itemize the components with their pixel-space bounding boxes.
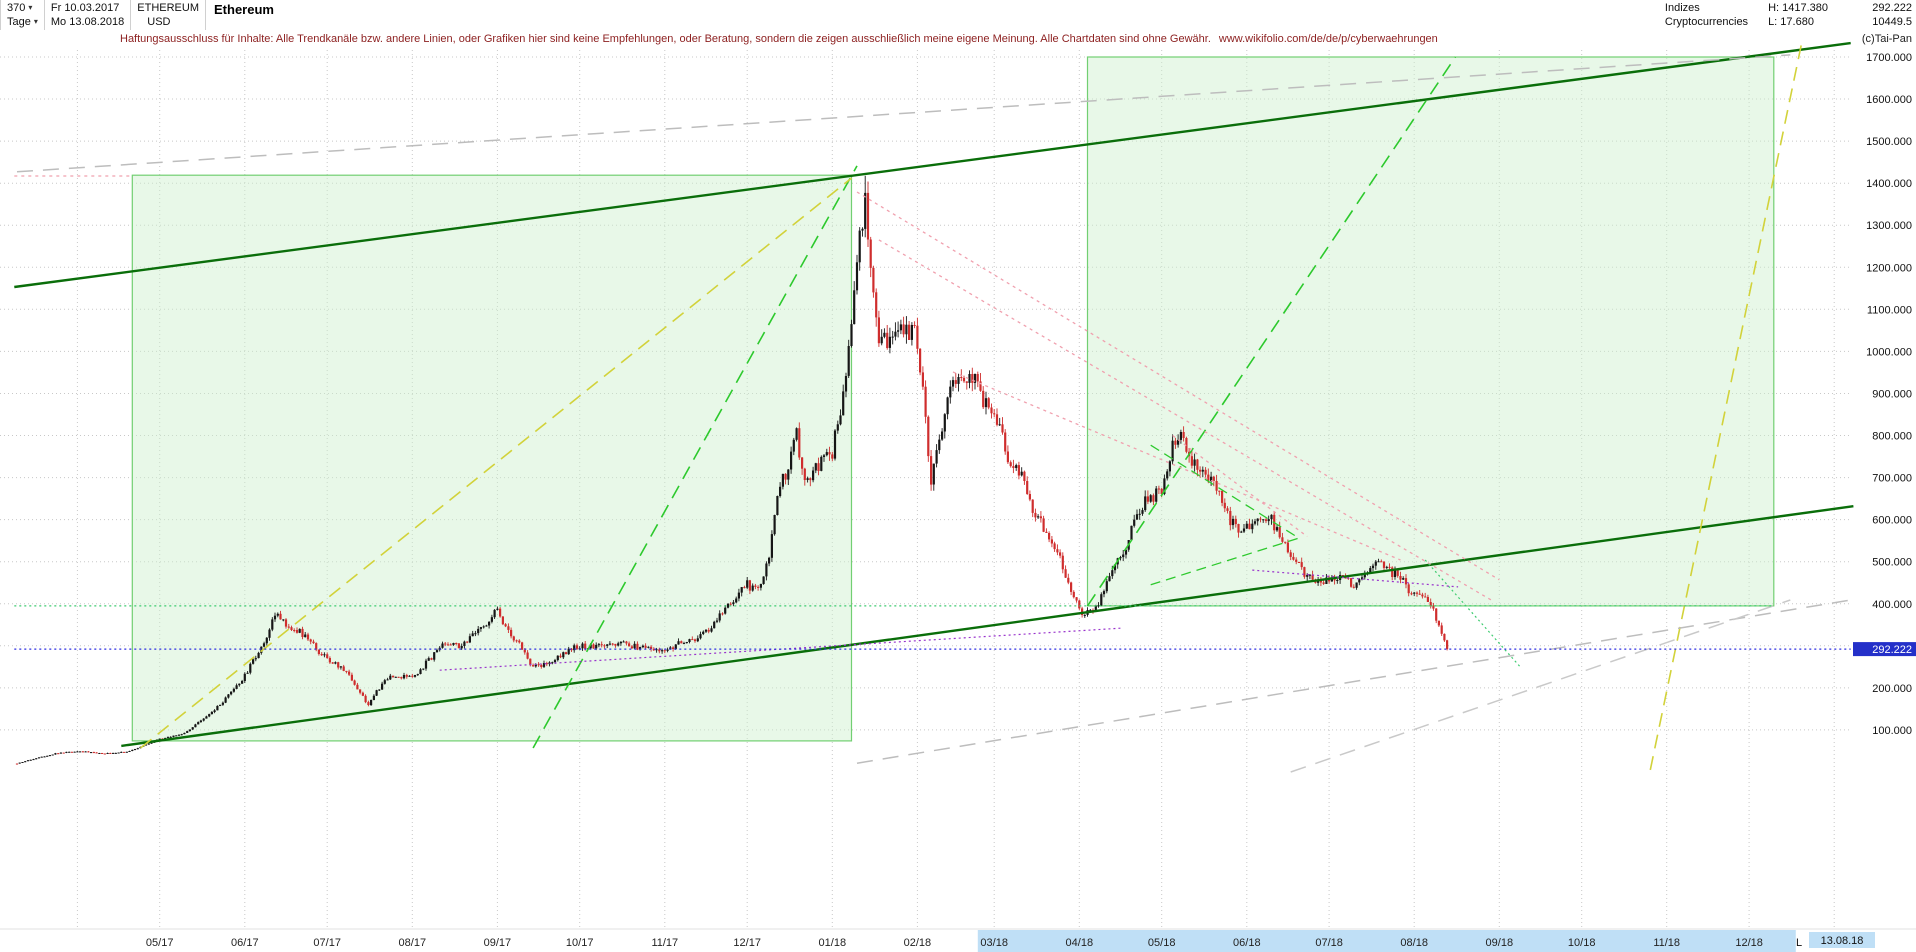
analysis-lines — [14, 41, 1854, 773]
price-axis-labels: 100.000200.000300.000400.000500.000600.0… — [1866, 52, 1912, 737]
svg-text:400.000: 400.000 — [1872, 599, 1912, 611]
svg-text:800.000: 800.000 — [1872, 431, 1912, 443]
time-axis[interactable]: 05/17 06/17 07/17 08/17 09/17 10/17 11/17 12/17… — [0, 928, 1916, 952]
downtrend-pink-1[interactable] — [856, 191, 1500, 581]
svg-text:06/18: 06/18 — [1233, 937, 1261, 949]
svg-text:02/18: 02/18 — [904, 937, 932, 949]
svg-text:10/18: 10/18 — [1568, 937, 1596, 949]
svg-text:03/18: 03/18 — [980, 937, 1008, 949]
downtrend-pink-4[interactable] — [1172, 434, 1308, 538]
svg-text:1700.000: 1700.000 — [1866, 52, 1912, 64]
svg-text:01/18: 01/18 — [819, 937, 847, 949]
accel-uptrend-2017-green[interactable] — [532, 165, 858, 749]
current-price-tag: 292.222 — [1853, 642, 1916, 657]
period-count-dropdown-icon[interactable]: ▾ — [28, 3, 33, 12]
pennant-lower-green[interactable] — [1150, 537, 1300, 586]
svg-text:06/17: 06/17 — [231, 937, 259, 949]
svg-text:L: L — [1796, 937, 1802, 949]
svg-text:09/18: 09/18 — [1486, 937, 1514, 949]
svg-text:05/17: 05/17 — [146, 937, 174, 949]
longterm-support-gray-2[interactable] — [1290, 599, 1791, 773]
svg-text:1200.000: 1200.000 — [1866, 262, 1912, 274]
svg-text:100.000: 100.000 — [1872, 725, 1912, 737]
breakdown-projection-green[interactable] — [1424, 559, 1522, 669]
svg-text:12/18: 12/18 — [1735, 937, 1763, 949]
index-value: 10449.5 — [1872, 16, 1912, 28]
svg-text:08/18: 08/18 — [1400, 937, 1428, 949]
trend-channel-boxes — [131, 56, 1775, 742]
longterm-support-gray-1[interactable] — [856, 599, 1851, 764]
date-to[interactable]: Mo 13.08.2018 — [50, 16, 125, 28]
svg-text:1400.000: 1400.000 — [1866, 178, 1912, 190]
svg-text:07/18: 07/18 — [1315, 937, 1343, 949]
svg-text:10/17: 10/17 — [566, 937, 594, 949]
period-selector[interactable]: 370 ▾ Tage ▾ — [0, 0, 45, 30]
svg-text:1600.000: 1600.000 — [1866, 94, 1912, 106]
header-bar: 370 ▾ Tage ▾ Fr 10.03.2017 Mo 13.08.2018… — [0, 0, 1916, 30]
period-high-label: H: 1417.380 — [1768, 2, 1828, 14]
longterm-resistance-gray[interactable] — [16, 54, 1791, 173]
svg-text:11/17: 11/17 — [651, 937, 678, 949]
header-left: 370 ▾ Tage ▾ Fr 10.03.2017 Mo 13.08.2018… — [0, 0, 274, 30]
instrument-name: Ethereum — [214, 2, 274, 17]
quote-column: 292.222 10449.5 — [1838, 0, 1912, 30]
instrument-selector[interactable]: ETHEREUM USD — [131, 0, 206, 30]
svg-text:1300.000: 1300.000 — [1866, 220, 1912, 232]
svg-text:1100.000: 1100.000 — [1867, 304, 1912, 316]
gridlines — [0, 50, 1852, 928]
end-date-highlight — [1809, 932, 1875, 948]
header-right: Indizes Cryptocurrencies H: 1417.380 L: … — [1655, 0, 1916, 30]
svg-text:1000.000: 1000.000 — [1866, 346, 1912, 358]
svg-text:12/17: 12/17 — [733, 937, 761, 949]
date-range-selector[interactable]: Fr 10.03.2017 Mo 13.08.2018 — [45, 0, 132, 30]
uptrend-2017-yellow[interactable] — [139, 177, 853, 749]
pennant-upper-green[interactable] — [1150, 444, 1300, 539]
last-price-value: 292.222 — [1872, 2, 1912, 14]
svg-text:07/17: 07/17 — [313, 937, 341, 949]
main-uptrend-resistance[interactable] — [14, 41, 1851, 289]
svg-text:700.000: 700.000 — [1872, 473, 1912, 485]
period-count[interactable]: 370 — [7, 2, 26, 14]
accel-uptrend-2018-green[interactable] — [1086, 56, 1457, 607]
timeframe-value[interactable]: Tage — [7, 16, 31, 28]
date-from[interactable]: Fr 10.03.2017 — [50, 2, 120, 14]
svg-text:05/18: 05/18 — [1148, 937, 1176, 949]
svg-text:11/18: 11/18 — [1653, 937, 1680, 949]
category-column: Indizes Cryptocurrencies — [1655, 0, 1758, 30]
svg-text:1500.000: 1500.000 — [1866, 136, 1912, 148]
period-low-label: L: 17.680 — [1768, 16, 1814, 28]
time-axis-highlight — [977, 930, 1796, 952]
high-low-column: H: 1417.380 L: 17.680 — [1758, 0, 1838, 30]
instrument-currency: USD — [147, 16, 171, 28]
category-indizes[interactable]: Indizes — [1664, 2, 1700, 14]
svg-text:08/17: 08/17 — [399, 937, 427, 949]
svg-text:500.000: 500.000 — [1872, 557, 1912, 569]
timeframe-dropdown-icon[interactable]: ▾ — [33, 17, 38, 26]
trend-channel-box-2018[interactable] — [1086, 56, 1775, 607]
trend-channel-box-2017[interactable] — [131, 174, 853, 742]
svg-text:600.000: 600.000 — [1872, 515, 1912, 527]
svg-text:09/17: 09/17 — [484, 937, 512, 949]
svg-text:900.000: 900.000 — [1872, 389, 1912, 401]
category-cryptocurrencies[interactable]: Cryptocurrencies — [1664, 16, 1749, 28]
svg-text:200.000: 200.000 — [1872, 683, 1912, 695]
instrument-symbol: ETHEREUM — [137, 2, 199, 14]
svg-text:04/18: 04/18 — [1066, 937, 1094, 949]
svg-text:13.08.18: 13.08.18 — [1821, 935, 1864, 947]
main-uptrend-support[interactable] — [121, 505, 1854, 748]
svg-text:292.222: 292.222 — [1872, 644, 1912, 656]
